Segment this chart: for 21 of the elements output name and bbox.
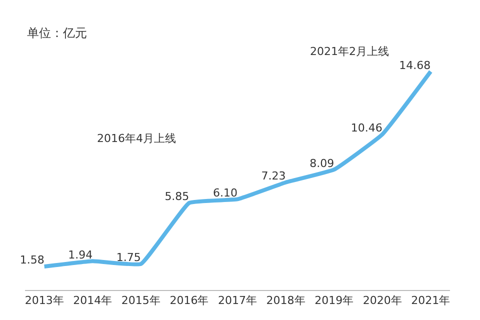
data-label: 8.09	[310, 156, 334, 170]
x-tick-label: 2018年	[266, 294, 306, 308]
x-tick-label: 2019年	[314, 294, 354, 308]
data-label: 6.10	[213, 186, 238, 200]
x-tick-label: 2021年	[411, 294, 450, 308]
x-tick-label: 2016年	[170, 294, 209, 308]
data-label: 1.75	[116, 251, 141, 264]
data-label: 7.23	[261, 170, 286, 183]
annotation: 2016年4月上线	[97, 132, 176, 145]
x-tick-label: 2015年	[121, 294, 160, 308]
data-label: 1.94	[68, 248, 93, 262]
data-label: 10.46	[350, 122, 382, 135]
text: 2021年2月上线	[310, 45, 389, 58]
text: 单位：亿元	[27, 26, 87, 40]
x-tick-label: 2017年	[218, 294, 257, 308]
x-tick-label: 2020年	[362, 294, 402, 308]
x-tick-label: 2013年	[24, 294, 64, 308]
data-label: 5.85	[164, 190, 190, 204]
data-label: 1.58	[20, 254, 44, 267]
data-label: 14.68	[399, 58, 431, 72]
x-tick-label: 2014年	[73, 294, 112, 308]
